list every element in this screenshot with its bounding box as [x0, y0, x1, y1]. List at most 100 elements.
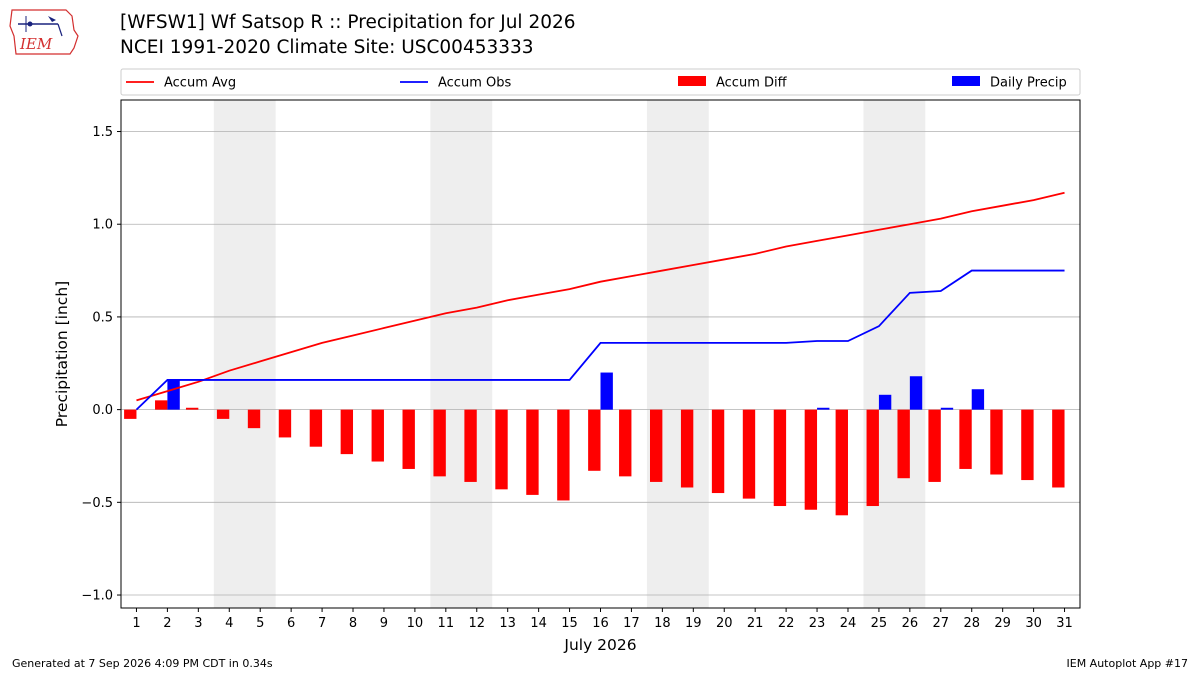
y-tick-label: 1.0: [92, 218, 113, 233]
weekend-shading: [213, 100, 926, 608]
x-tick-label: 20: [716, 616, 733, 631]
accum-diff-bar: [711, 409, 725, 494]
accum-diff-bar: [742, 409, 756, 499]
iem-logo-icon: IEM: [9, 9, 79, 55]
accum-diff-bar: [185, 407, 199, 410]
accum-diff-bar: [495, 409, 508, 490]
x-tick-label: 19: [685, 616, 702, 631]
accum-diff-bar: [278, 409, 292, 438]
legend-swatch-accum-diff: [678, 76, 706, 86]
daily-precip-bar: [817, 407, 830, 410]
accum-diff-bar: [216, 409, 230, 419]
legend-box: [120, 68, 1081, 96]
x-tick-label: 6: [287, 616, 295, 631]
bars: [124, 372, 1065, 516]
accum-diff-bar: [371, 409, 384, 462]
legend-label-daily-precip: Daily Precip: [990, 76, 1067, 91]
accum-diff-bar: [680, 409, 694, 488]
accum-diff-bar: [1021, 409, 1034, 481]
lines: [135, 191, 1065, 411]
x-tick-label: 14: [530, 616, 547, 631]
accum-diff-bar: [619, 409, 632, 477]
legend-label-accum-avg: Accum Avg: [164, 76, 236, 91]
accum-diff-bar: [433, 409, 446, 477]
legend-swatch-daily-precip: [952, 76, 980, 86]
x-tick-label: 7: [318, 616, 326, 631]
accum-diff-bar: [557, 409, 570, 501]
x-tick-label: 8: [349, 616, 357, 631]
x-tick-label: 2: [163, 616, 171, 631]
chart-title: [WFSW1] Wf Satsop R :: Precipitation for…: [120, 12, 576, 33]
x-tick-label: 23: [809, 616, 826, 631]
x-tick-label: 29: [994, 616, 1011, 631]
accum-diff-bar: [1052, 409, 1065, 488]
y-tick-label: 0.0: [92, 403, 113, 418]
x-tick-label: 31: [1056, 616, 1073, 631]
logo-text: IEM: [19, 35, 53, 53]
y-tick-label: 0.5: [92, 310, 113, 325]
weekend-shade: [863, 100, 926, 608]
x-tick-label: 21: [747, 616, 764, 631]
accum-diff-bar: [804, 409, 818, 510]
daily-precip-bar: [909, 376, 923, 410]
x-tick-label: 24: [840, 616, 857, 631]
axes: −1.0−0.50.00.51.01.51 2 3 4 5 6 7 8 9 10 11 12 13 14 1…: [81, 125, 1072, 631]
accum-diff-bar: [866, 409, 879, 507]
x-tick-label: 13: [499, 616, 516, 631]
accum-diff-bar: [155, 400, 168, 410]
x-tick-label: 16: [592, 616, 609, 631]
x-tick-label: 10: [407, 616, 424, 631]
y-tick-label: 1.5: [92, 125, 113, 140]
accum-avg-line: [136, 191, 1065, 402]
accum-obs-line: [135, 269, 1065, 411]
accum-diff-bar: [402, 409, 415, 469]
x-axis-label: July 2026: [563, 636, 636, 654]
accum-diff-bar: [124, 409, 137, 419]
accum-diff-bar: [990, 409, 1003, 475]
app-credit: IEM Autoplot App #17: [1066, 657, 1189, 670]
x-tick-label: 17: [623, 616, 640, 631]
x-tick-label: 25: [871, 616, 888, 631]
x-tick-label: 9: [380, 616, 388, 631]
x-tick-label: 22: [778, 616, 795, 631]
accum-diff-bar: [835, 409, 848, 516]
x-tick-label: 15: [561, 616, 578, 631]
x-tick-label: 18: [654, 616, 671, 631]
legend-label-accum-diff: Accum Diff: [716, 76, 788, 91]
x-tick-label: 11: [438, 616, 455, 631]
x-tick-label: 26: [902, 616, 919, 631]
chart-subtitle: NCEI 1991-2020 Climate Site: USC00453333: [120, 37, 534, 58]
accum-diff-bar: [649, 409, 663, 482]
accum-diff-bar: [588, 409, 601, 471]
accum-diff-bar: [309, 409, 323, 447]
daily-precip-bar: [940, 407, 954, 410]
accum-diff-bar: [928, 409, 941, 482]
accum-diff-bar: [959, 409, 972, 469]
generated-timestamp: Generated at 7 Sep 2026 4:09 PM CDT in 0…: [12, 657, 273, 670]
weekend-shade: [430, 100, 493, 608]
y-tick-label: −0.5: [81, 496, 113, 511]
daily-precip-bar: [167, 379, 180, 410]
legend-label-accum-obs: Accum Obs: [438, 76, 511, 91]
x-tick-label: 5: [256, 616, 264, 631]
x-tick-label: 1: [132, 616, 140, 631]
accum-diff-bar: [247, 409, 261, 429]
accum-diff-bar: [773, 409, 787, 507]
x-tick-label: 27: [933, 616, 950, 631]
accum-diff-bar: [340, 409, 354, 455]
y-axis-label: Precipitation [inch]: [53, 281, 71, 427]
x-tick-label: 28: [963, 616, 980, 631]
x-tick-label: 4: [225, 616, 233, 631]
daily-precip-bar: [971, 389, 985, 410]
x-tick-label: 30: [1025, 616, 1042, 631]
x-tick-label: 3: [194, 616, 202, 631]
legend: Accum Avg Accum Obs Accum Diff Daily Precip: [120, 68, 1081, 96]
accum-diff-bar: [464, 409, 477, 482]
daily-precip-bar: [600, 372, 613, 410]
weekend-shade: [213, 100, 276, 608]
accum-diff-bar: [526, 409, 539, 495]
accum-diff-bar: [897, 409, 910, 479]
weekend-shade: [646, 100, 709, 608]
x-tick-label: 12: [468, 616, 485, 631]
